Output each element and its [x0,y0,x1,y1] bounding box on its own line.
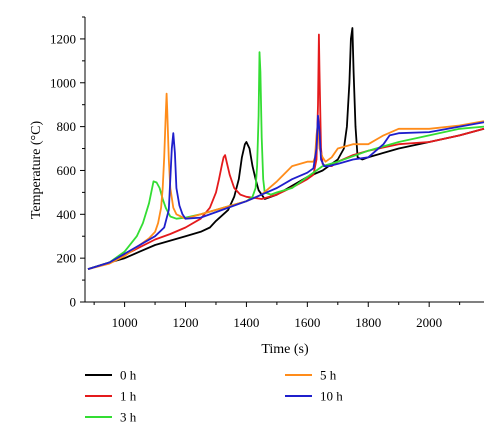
y-tick-label: 400 [57,207,77,222]
series-line-3h [87,51,485,270]
legend-label-0h: 0 h [120,368,137,383]
x-tick-label: 1600 [294,315,320,330]
x-tick-label: 1000 [112,315,138,330]
x-tick-label: 1800 [355,315,381,330]
y-tick-label: 200 [57,251,77,266]
y-axis-title: Temperature (°C) [29,121,44,220]
legend: 0 h 1 h 3 h 5 h 10 h [85,368,343,425]
legend-label-1h: 1 h [120,389,137,404]
axes: 1000 1200 1400 1600 1800 2000 0 200 400 600 800 100… [50,16,484,330]
y-tick-label: 1200 [50,31,76,46]
y-tick-label: 1000 [50,75,76,90]
plot-area [87,27,485,270]
y-tick-label: 800 [57,119,77,134]
series-line-0h [87,27,485,270]
legend-label-10h: 10 h [320,389,343,404]
y-tick-label: 600 [57,163,77,178]
x-axis-title: Time (s) [261,342,309,357]
series-line-10h [87,114,485,270]
legend-label-5h: 5 h [320,368,337,383]
x-tick-label: 2000 [416,315,442,330]
x-tick-label: 1200 [173,315,199,330]
series-line-1h [87,33,485,270]
y-tick-label: 0 [70,295,77,310]
legend-label-3h: 3 h [120,410,137,425]
x-tick-label: 1400 [233,315,259,330]
